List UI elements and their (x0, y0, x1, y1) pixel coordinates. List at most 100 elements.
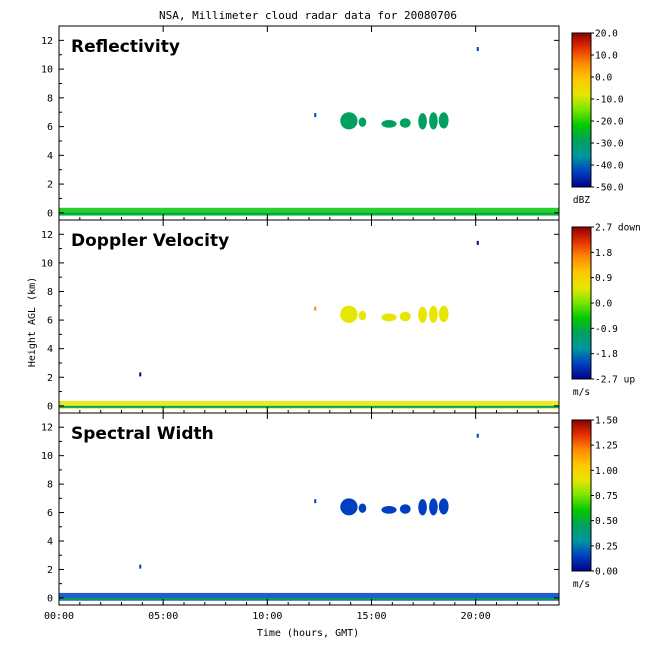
colorbar-tick-label: 0.50 (595, 516, 618, 527)
colorbar-tick-label: 2.7 down (595, 223, 641, 234)
colorbar-tick-label: -10.0 (595, 95, 624, 106)
cloud-echo-mark (418, 499, 427, 516)
panel-doppler-velocity: 0 2 4 6 8 10 12 Doppler Velocity 2.7 down 1.8 0.9 0… (41, 219, 641, 414)
y-tick-label: 4 (47, 344, 53, 355)
colorbar-tick-label: 20.0 (595, 29, 618, 40)
cloud-echo-mark (381, 313, 397, 322)
colorbar (571, 226, 592, 380)
surface-layer-mark (59, 400, 559, 409)
cloud-echo-mark (358, 310, 367, 321)
y-tick-label: 10 (41, 451, 53, 462)
colorbar-tick-label: 0.9 (595, 273, 612, 284)
surface-layer-band (59, 597, 559, 600)
x-tick-label: 15:00 (356, 611, 386, 622)
chart-title: NSA, Millimeter cloud radar data for 200… (159, 9, 457, 22)
cloud-echo-mark (418, 306, 427, 323)
surface-layer-band (59, 405, 559, 408)
surface-layer-mark (59, 207, 559, 216)
cloud-echo-mark (438, 112, 449, 129)
y-tick-label: 0 (47, 593, 53, 604)
colorbar-tick-label: 1.25 (595, 441, 618, 452)
isolated-echo-mark (314, 499, 317, 504)
panel-background (59, 413, 559, 605)
y-tick-label: 6 (47, 508, 53, 519)
colorbar-tick-label: -1.8 (595, 349, 618, 360)
y-tick-label: 8 (47, 93, 53, 104)
cloud-echo-mark (399, 504, 411, 514)
colorbar-tick-label: -2.7 up (595, 375, 635, 386)
cloud-echo-mark (340, 112, 358, 130)
colorbar-tick-label: -30.0 (595, 139, 624, 150)
cloud-echo-mark (429, 112, 438, 130)
colorbar-tick-label: -50.0 (595, 183, 624, 194)
y-tick-label: 0 (47, 401, 53, 412)
isolated-echo-mark (139, 372, 142, 377)
y-tick-label: 4 (47, 151, 53, 162)
colorbar-unit: m/s (573, 387, 590, 398)
isolated-echo-mark (314, 306, 317, 311)
y-tick-label: 12 (41, 36, 53, 47)
cloud-echo-mark (438, 305, 449, 323)
y-tick-label: 6 (47, 316, 53, 327)
y-tick-label: 2 (47, 565, 53, 576)
y-tick-label: 2 (47, 373, 53, 384)
cloud-echo-mark (399, 118, 411, 128)
colorbar-tick-label: 10.0 (595, 51, 618, 62)
y-tick-label: 8 (47, 287, 53, 298)
colorbar-tick-label: -40.0 (595, 161, 624, 172)
colorbar-tick-label: 1.00 (595, 466, 618, 477)
colorbar-tick-label: -20.0 (595, 117, 624, 128)
cloud-echo-mark (381, 506, 397, 514)
y-axis-label: Height AGL (km) (27, 277, 38, 367)
cloud-echo-mark (418, 113, 427, 130)
colorbar-unit: m/s (573, 579, 590, 590)
y-tick-label: 2 (47, 180, 53, 191)
colorbar-tick-label: -0.9 (595, 324, 618, 335)
colorbar-tick-label: 0.0 (595, 299, 612, 310)
colorbar-tick-label: 0.75 (595, 491, 618, 502)
isolated-echo-mark (314, 113, 317, 118)
surface-layer-band (59, 212, 559, 215)
y-tick-label: 8 (47, 480, 53, 491)
x-tick-label: 10:00 (252, 611, 282, 622)
cloud-echo-mark (358, 503, 367, 513)
colorbar (571, 419, 592, 572)
colorbar-tick-label: 1.8 (595, 248, 612, 259)
x-tick-label: 00:00 (44, 611, 74, 622)
y-tick-label: 12 (41, 230, 53, 241)
panel-background (59, 220, 559, 413)
isolated-echo-mark (476, 240, 479, 245)
isolated-echo-mark (139, 564, 142, 569)
panel-title: Spectral Width (71, 424, 214, 444)
x-axis-label: Time (hours, GMT) (257, 628, 359, 639)
y-tick-label: 0 (47, 208, 53, 219)
y-tick-label: 10 (41, 258, 53, 269)
cloud-echo-mark (358, 117, 367, 127)
colorbar-tick-label: 0.00 (595, 567, 618, 578)
cloud-echo-mark (429, 498, 438, 516)
x-tick-label: 20:00 (461, 611, 491, 622)
cloud-echo-mark (438, 498, 449, 515)
panel-spectral-width: 0 2 4 6 8 10 12 00:00 05:00 10:00 15:00 20:00 Spectr… (41, 412, 618, 622)
cloud-echo-mark (429, 305, 438, 323)
y-tick-label: 4 (47, 537, 53, 548)
x-tick-label: 05:00 (148, 611, 178, 622)
cloud-echo-mark (340, 305, 358, 323)
y-tick-label: 12 (41, 423, 53, 434)
cloud-echo-mark (340, 498, 358, 516)
panel-title: Reflectivity (71, 37, 180, 57)
colorbar-tick-label: 0.0 (595, 73, 612, 84)
cloud-echo-mark (381, 119, 397, 128)
colorbar-unit: dBZ (573, 195, 590, 206)
y-tick-label: 6 (47, 122, 53, 133)
panel-title: Doppler Velocity (71, 231, 229, 251)
cloud-echo-mark (399, 311, 411, 322)
surface-layer-mark (59, 592, 559, 601)
y-tick-label: 10 (41, 65, 53, 76)
isolated-echo-mark (476, 433, 479, 438)
isolated-echo-mark (476, 46, 479, 51)
colorbar-tick-label: 0.25 (595, 541, 618, 552)
colorbar-tick-label: 1.50 (595, 416, 618, 427)
